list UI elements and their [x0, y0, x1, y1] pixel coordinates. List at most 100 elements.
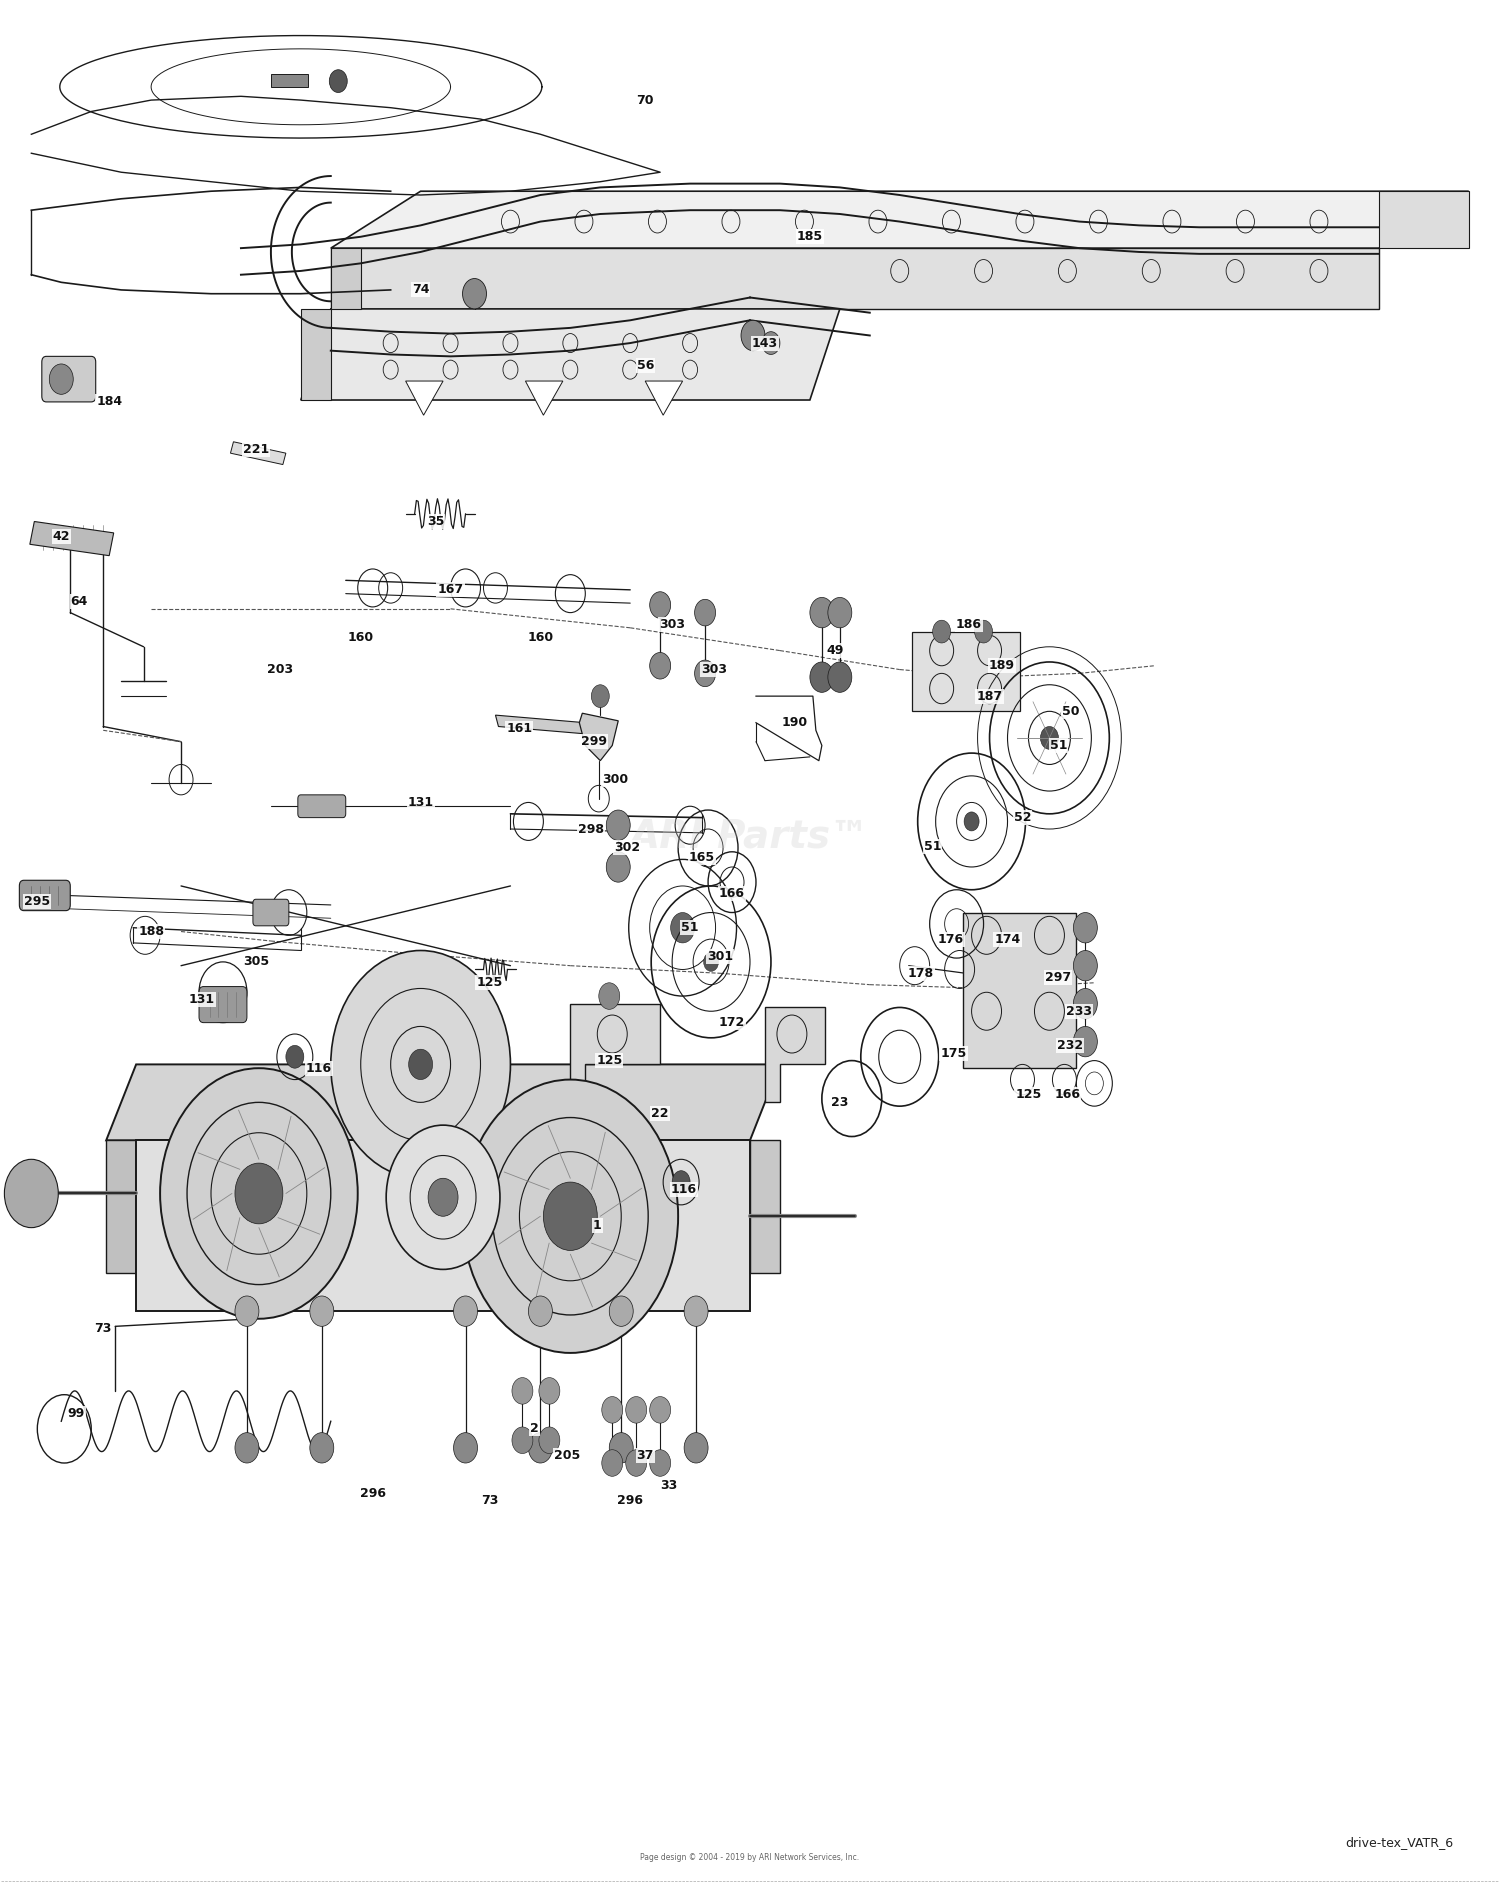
Circle shape — [453, 1296, 477, 1327]
Polygon shape — [106, 1065, 780, 1141]
Polygon shape — [332, 249, 360, 308]
FancyBboxPatch shape — [200, 987, 248, 1023]
Circle shape — [650, 1397, 670, 1424]
Text: 185: 185 — [796, 230, 824, 243]
Polygon shape — [525, 380, 562, 414]
Circle shape — [672, 1171, 690, 1194]
Text: 143: 143 — [752, 336, 778, 350]
Circle shape — [626, 1397, 646, 1424]
Text: 37: 37 — [636, 1449, 654, 1462]
Text: 22: 22 — [651, 1106, 669, 1120]
Text: 189: 189 — [988, 660, 1014, 673]
Circle shape — [609, 1296, 633, 1327]
Circle shape — [964, 812, 980, 831]
Circle shape — [684, 1296, 708, 1327]
Circle shape — [828, 597, 852, 627]
Text: 49: 49 — [827, 644, 844, 658]
Circle shape — [810, 597, 834, 627]
Text: 172: 172 — [718, 1017, 746, 1028]
Circle shape — [310, 1296, 334, 1327]
Circle shape — [512, 1428, 532, 1454]
Text: 74: 74 — [413, 283, 429, 297]
Text: drive-tex_VATR_6: drive-tex_VATR_6 — [1346, 1836, 1454, 1850]
Circle shape — [704, 952, 718, 971]
Polygon shape — [963, 912, 1077, 1068]
Text: 2: 2 — [530, 1422, 538, 1435]
Circle shape — [694, 660, 715, 686]
Circle shape — [1074, 950, 1098, 981]
Circle shape — [538, 1428, 560, 1454]
Polygon shape — [405, 380, 442, 414]
Text: 187: 187 — [976, 690, 1002, 703]
Text: 295: 295 — [24, 895, 51, 907]
Text: 125: 125 — [1016, 1087, 1041, 1101]
Text: 131: 131 — [189, 994, 214, 1006]
Text: 178: 178 — [908, 968, 933, 979]
Circle shape — [975, 620, 993, 643]
Polygon shape — [495, 715, 588, 734]
Circle shape — [453, 1433, 477, 1464]
FancyBboxPatch shape — [298, 795, 346, 817]
Text: 166: 166 — [1054, 1087, 1080, 1101]
Polygon shape — [302, 308, 840, 399]
Text: 203: 203 — [267, 663, 292, 677]
Circle shape — [462, 1080, 678, 1354]
Circle shape — [1041, 726, 1059, 749]
Polygon shape — [570, 1004, 660, 1103]
Circle shape — [670, 912, 694, 943]
Text: 165: 165 — [688, 852, 715, 863]
Text: 188: 188 — [138, 926, 164, 937]
Polygon shape — [302, 308, 332, 399]
Text: 160: 160 — [348, 631, 374, 644]
Circle shape — [1074, 912, 1098, 943]
Text: 125: 125 — [477, 977, 502, 989]
Circle shape — [236, 1296, 260, 1327]
Circle shape — [650, 652, 670, 679]
Circle shape — [528, 1433, 552, 1464]
Circle shape — [1074, 1027, 1098, 1057]
Circle shape — [462, 279, 486, 308]
FancyBboxPatch shape — [20, 880, 70, 911]
Text: 35: 35 — [427, 515, 444, 528]
Text: 56: 56 — [636, 359, 654, 373]
Text: 167: 167 — [438, 584, 464, 597]
Text: 73: 73 — [482, 1494, 498, 1507]
Text: 176: 176 — [938, 933, 963, 945]
FancyBboxPatch shape — [254, 899, 290, 926]
Text: Page design © 2004 - 2019 by ARI Network Services, Inc.: Page design © 2004 - 2019 by ARI Network… — [640, 1853, 860, 1863]
Circle shape — [4, 1160, 58, 1228]
Text: 302: 302 — [614, 842, 640, 854]
Text: 50: 50 — [1062, 705, 1078, 719]
Polygon shape — [765, 1008, 825, 1103]
Text: 185: 185 — [796, 230, 824, 243]
Circle shape — [650, 1450, 670, 1477]
Text: 305: 305 — [243, 956, 268, 968]
Circle shape — [543, 1182, 597, 1251]
Circle shape — [602, 1397, 622, 1424]
Text: 303: 303 — [658, 618, 686, 631]
Circle shape — [386, 1125, 500, 1270]
Polygon shape — [645, 380, 682, 414]
Text: 1: 1 — [592, 1219, 602, 1232]
Circle shape — [50, 363, 74, 394]
Polygon shape — [231, 441, 286, 464]
Polygon shape — [30, 521, 114, 555]
Circle shape — [591, 684, 609, 707]
Circle shape — [626, 1450, 646, 1477]
Polygon shape — [272, 74, 309, 87]
Circle shape — [236, 1163, 284, 1224]
Polygon shape — [332, 249, 1378, 308]
Text: 299: 299 — [582, 736, 608, 749]
Text: 174: 174 — [994, 933, 1020, 945]
Text: 221: 221 — [243, 443, 268, 456]
Text: 51: 51 — [1050, 739, 1066, 753]
Polygon shape — [912, 631, 1020, 711]
Text: 296: 296 — [616, 1494, 644, 1507]
Circle shape — [310, 1433, 334, 1464]
Text: 297: 297 — [1046, 971, 1071, 983]
Text: 73: 73 — [94, 1321, 112, 1335]
Text: 116: 116 — [670, 1182, 698, 1196]
Circle shape — [606, 810, 630, 840]
Text: 296: 296 — [360, 1487, 386, 1500]
Circle shape — [528, 1296, 552, 1327]
